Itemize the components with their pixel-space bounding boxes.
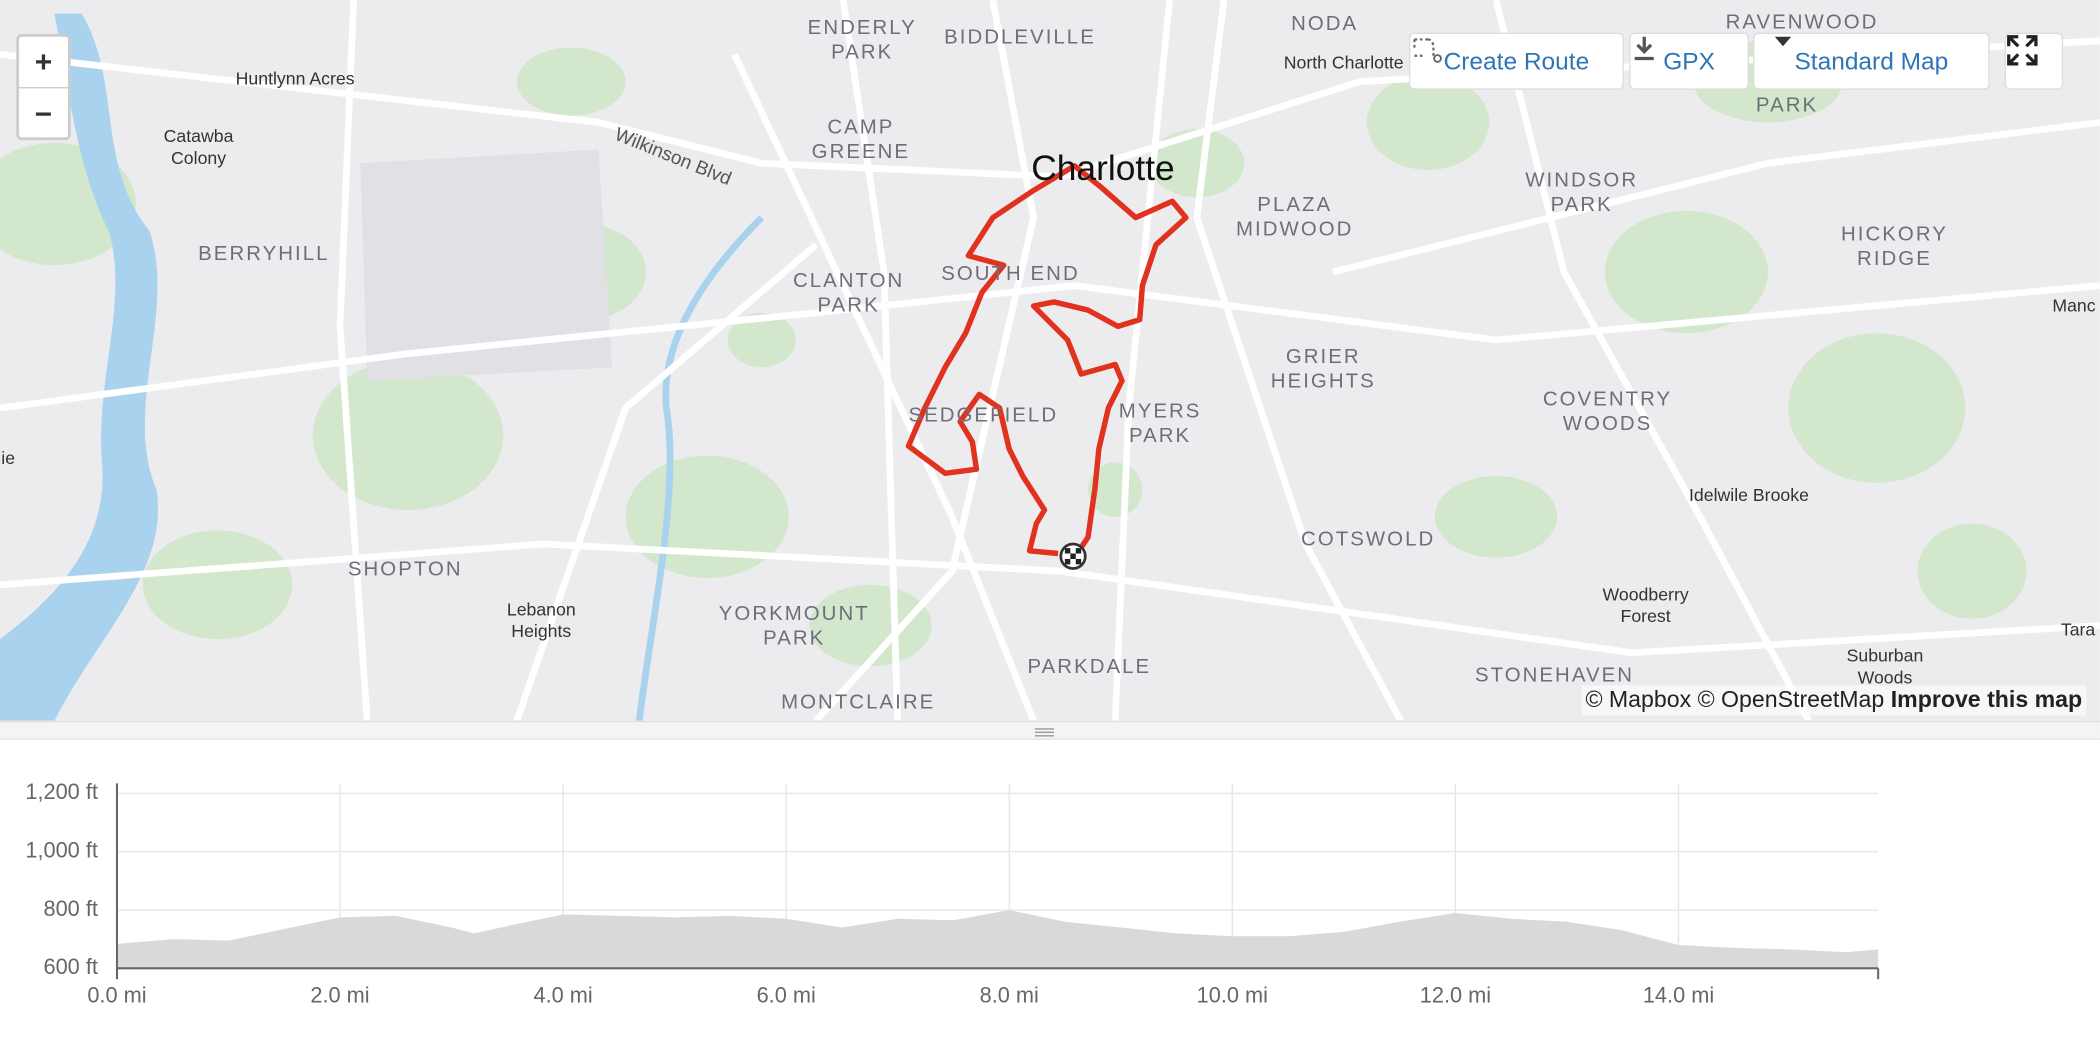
map-label: Lebanon Heights bbox=[506, 598, 576, 641]
map-label: COTSWOLD bbox=[1301, 527, 1436, 551]
x-tick-label: 4.0 mi bbox=[533, 983, 592, 1008]
road bbox=[336, 0, 371, 721]
handle-icon bbox=[1034, 728, 1055, 737]
gpx-button[interactable]: GPX bbox=[1629, 32, 1749, 90]
road bbox=[731, 52, 1037, 721]
map-label: CAMP GREENE bbox=[811, 115, 911, 164]
map-label: ENDERLY PARK bbox=[807, 16, 917, 64]
map-label: SOUTH END bbox=[941, 262, 1080, 286]
attribution-mapbox[interactable]: © Mapbox bbox=[1585, 686, 1692, 713]
road bbox=[1331, 119, 2100, 276]
y-tick-label: 1,200 ft bbox=[25, 779, 98, 804]
map-label: Suburban Woods bbox=[1846, 645, 1924, 687]
fullscreen-button[interactable] bbox=[2004, 32, 2064, 90]
road bbox=[1492, 0, 1812, 721]
map-label: YORKMOUNT PARK bbox=[718, 602, 870, 651]
road bbox=[0, 540, 2100, 657]
x-tick-label: 0.0 mi bbox=[87, 983, 146, 1008]
map-label: MONTCLAIRE bbox=[781, 690, 936, 714]
y-tick-label: 600 ft bbox=[43, 954, 97, 979]
map-label: WINDSOR PARK bbox=[1525, 168, 1639, 217]
attribution: © Mapbox © OpenStreetMap Improve this ma… bbox=[1581, 685, 2087, 716]
map-label: MYERS PARK bbox=[1118, 399, 1202, 448]
map-label: SHOPTON bbox=[347, 557, 463, 581]
y-tick-label: 1,000 ft bbox=[25, 837, 98, 862]
finish-checker bbox=[1064, 548, 1082, 565]
park-area bbox=[516, 47, 626, 116]
park-area bbox=[1788, 333, 1966, 483]
map-label: Manc bbox=[2052, 295, 2096, 316]
map-label: Huntlynn Acres bbox=[235, 68, 355, 89]
zoom-control: + − bbox=[16, 34, 71, 141]
park-area bbox=[727, 312, 796, 368]
map-label: CLANTON PARK bbox=[792, 269, 905, 317]
x-tick-label: 10.0 mi bbox=[1197, 983, 1268, 1008]
road bbox=[1111, 0, 1173, 721]
map-label: ie bbox=[1, 447, 16, 469]
road bbox=[1193, 0, 1404, 721]
map-label: BERRYHILL bbox=[198, 242, 330, 266]
map[interactable]: MONTCLAIRE STONEHAVEN Suburban Woods PARKDA… bbox=[0, 0, 2100, 721]
route bbox=[905, 163, 1189, 560]
park-area bbox=[1366, 74, 1490, 170]
fullscreen-icon bbox=[2007, 35, 2038, 66]
create-route-label: Create Route bbox=[1443, 46, 1590, 75]
create-route-button[interactable]: Create Route bbox=[1408, 32, 1624, 90]
map-canvas bbox=[0, 0, 2100, 721]
map-style-label: Standard Map bbox=[1794, 46, 1949, 75]
resize-handle[interactable] bbox=[0, 720, 2100, 740]
map-label: COVENTRY WOODS bbox=[1542, 387, 1673, 436]
improve-map-link[interactable]: Improve this map bbox=[1890, 686, 2083, 713]
road bbox=[513, 242, 819, 721]
park-area bbox=[809, 584, 932, 667]
map-label: NODA bbox=[1291, 12, 1359, 36]
map-label: SEDGEFIELD bbox=[908, 403, 1059, 428]
x-tick-label: 8.0 mi bbox=[980, 983, 1039, 1008]
park-area bbox=[142, 530, 293, 640]
x-tick-label: 6.0 mi bbox=[757, 983, 816, 1008]
map-label: HICKORY RIDGE bbox=[1841, 223, 1948, 271]
map-label: GRIER HEIGHTS bbox=[1270, 345, 1376, 394]
map-label: Tara bbox=[2060, 619, 2096, 640]
park-area bbox=[1149, 129, 1245, 198]
map-label: Woodberry Forest bbox=[1602, 583, 1689, 626]
map-label: PARKDALE bbox=[1027, 655, 1152, 679]
map-label: North Charlotte bbox=[1283, 51, 1404, 73]
airport bbox=[360, 149, 612, 381]
zoom-in[interactable]: + bbox=[19, 37, 68, 89]
x-tick-label: 14.0 mi bbox=[1643, 983, 1714, 1008]
gpx-label: GPX bbox=[1663, 46, 1715, 75]
map-label: STONEHAVEN bbox=[1474, 663, 1635, 687]
river bbox=[635, 215, 765, 721]
x-tick-label: 12.0 mi bbox=[1420, 983, 1491, 1008]
park-area bbox=[1434, 476, 1558, 558]
map-label: Catawba Colony bbox=[163, 125, 234, 168]
lake bbox=[0, 13, 158, 721]
park-area bbox=[312, 360, 504, 510]
y-tick-label: 800 ft bbox=[43, 896, 97, 921]
park-area bbox=[1917, 523, 2027, 619]
download-icon bbox=[1634, 36, 1654, 61]
park-area bbox=[1604, 210, 1768, 334]
attribution-osm[interactable]: © OpenStreetMap bbox=[1697, 686, 1885, 713]
map-label: PARK bbox=[1755, 93, 1819, 117]
x-tick-label: 2.0 mi bbox=[310, 983, 369, 1008]
elevation-area bbox=[116, 910, 1879, 969]
route-icon bbox=[1413, 38, 1442, 63]
map-label: PLAZA MIDWOOD bbox=[1236, 193, 1354, 241]
road bbox=[813, 0, 1038, 721]
zoom-out[interactable]: − bbox=[34, 95, 53, 130]
map-label: Charlotte bbox=[1031, 147, 1175, 189]
road bbox=[839, 0, 901, 721]
map-style-dropdown[interactable]: Standard Map bbox=[1753, 32, 1990, 90]
map-label: Idelwile Brooke bbox=[1689, 484, 1809, 505]
map-label: RAVENWOOD bbox=[1725, 10, 1879, 34]
map-label: BIDDLEVILLE bbox=[944, 25, 1096, 49]
caret-icon bbox=[1774, 36, 1792, 47]
